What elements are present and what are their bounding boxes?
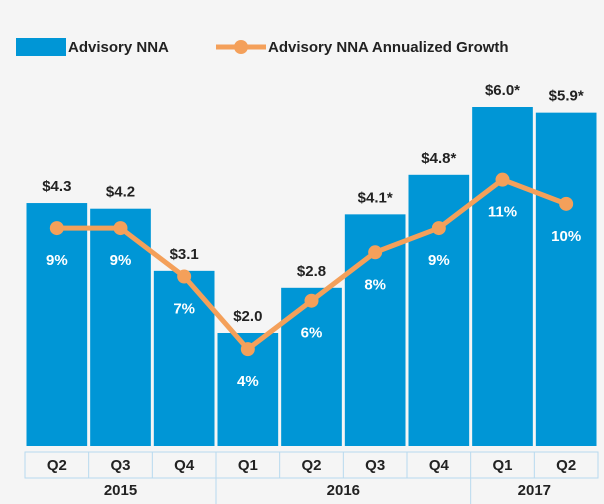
- bar: [281, 287, 342, 446]
- x-tick-label: Q2: [301, 457, 321, 474]
- bar-value-label: $4.1*: [358, 189, 393, 206]
- bar: [26, 203, 88, 446]
- x-tick-label: Q2: [556, 457, 576, 474]
- growth-value-label: 10%: [551, 228, 581, 245]
- growth-value-label: 7%: [173, 300, 195, 317]
- growth-marker: [240, 342, 255, 357]
- growth-marker: [495, 172, 510, 187]
- legend-label: Advisory NNA Annualized Growth: [268, 39, 509, 56]
- growth-marker: [431, 221, 446, 236]
- growth-value-label: 9%: [428, 252, 450, 269]
- x-tick-label: Q1: [238, 457, 258, 474]
- x-tick-label: Q3: [110, 457, 130, 474]
- growth-marker: [559, 196, 574, 211]
- bar-value-label: $2.8: [297, 263, 326, 280]
- x-tick-label: Q4: [174, 457, 195, 474]
- bar-value-label: $4.2: [106, 184, 135, 201]
- legend-swatch: [16, 38, 66, 56]
- year-label: 2015: [104, 482, 137, 499]
- growth-marker: [49, 221, 64, 236]
- growth-value-label: 9%: [110, 252, 132, 269]
- growth-marker: [304, 293, 319, 308]
- legend-marker: [234, 40, 248, 54]
- year-label: 2017: [518, 482, 551, 499]
- year-label: 2016: [327, 482, 360, 499]
- bar: [472, 107, 533, 446]
- bar: [535, 112, 597, 447]
- x-tick-label: Q3: [365, 457, 385, 474]
- bar-value-label: $4.3: [42, 178, 71, 195]
- growth-value-label: 11%: [488, 204, 517, 221]
- bar: [408, 174, 470, 447]
- growth-marker: [368, 245, 383, 260]
- x-tick-label: Q1: [492, 457, 512, 474]
- bar-value-label: $2.0: [233, 308, 262, 325]
- category-row: [24, 451, 599, 479]
- bar-value-label: $6.0*: [485, 82, 520, 99]
- growth-value-label: 6%: [301, 325, 323, 342]
- x-tick-label: Q2: [47, 457, 67, 474]
- bar-value-label: $5.9*: [549, 88, 584, 105]
- legend-label: Advisory NNA: [68, 39, 169, 56]
- x-tick-label: Q4: [429, 457, 450, 474]
- growth-value-label: 9%: [46, 252, 68, 269]
- bar: [90, 208, 151, 446]
- growth-value-label: 8%: [364, 276, 386, 293]
- growth-value-label: 4%: [237, 373, 259, 390]
- bar-value-label: $4.8*: [421, 150, 456, 167]
- growth-marker: [113, 221, 128, 236]
- growth-marker: [177, 269, 192, 284]
- bar-value-label: $3.1: [170, 246, 199, 263]
